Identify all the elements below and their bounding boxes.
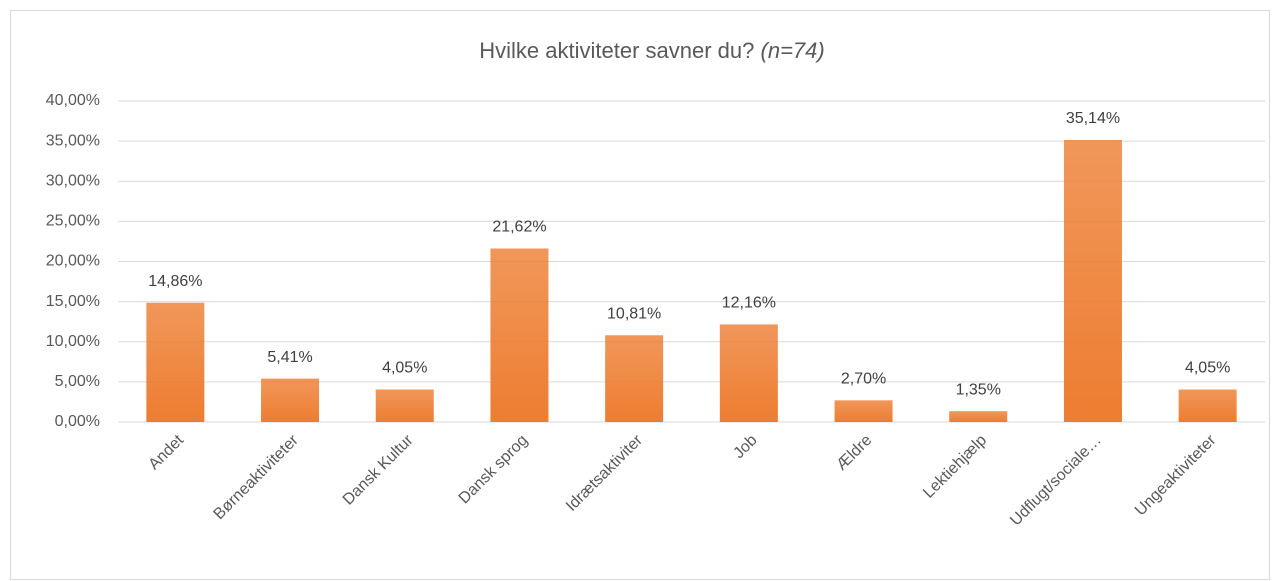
y-tick-label: 25,00% [46,213,100,230]
data-label: 1,35% [956,381,1001,398]
y-tick-label: 10,00% [46,333,100,350]
bar [261,378,320,422]
chart-subtitle: (n=74) [761,38,825,63]
y-tick-label: 30,00% [46,172,100,189]
data-label: 2,70% [841,371,886,388]
bar [1178,389,1237,422]
data-label: 10,81% [607,305,661,322]
chart-title-group: Hvilke aktiviteter savner du? (n=74) [479,38,824,63]
data-label: 12,16% [722,295,776,312]
y-tick-label: 5,00% [55,373,100,390]
data-label: 14,86% [148,273,202,290]
chart-frame [10,10,1270,580]
data-label: 4,05% [382,360,427,377]
data-label: 35,14% [1066,110,1120,127]
y-tick-label: 15,00% [46,293,100,310]
data-label: 5,41% [267,349,312,366]
bar [719,324,778,422]
bar [949,411,1008,422]
data-label: 21,62% [492,219,546,236]
bar [375,389,434,422]
y-tick-label: 35,00% [46,132,100,149]
bar [605,335,664,422]
chart-title: Hvilke aktiviteter savner du? [479,38,754,63]
bar [834,400,893,422]
data-label: 4,05% [1185,360,1230,377]
y-tick-label: 0,00% [55,413,100,430]
y-tick-label: 40,00% [46,92,100,109]
y-tick-label: 20,00% [46,253,100,270]
bar [490,248,549,422]
bar [146,302,205,422]
bar [1063,140,1122,422]
